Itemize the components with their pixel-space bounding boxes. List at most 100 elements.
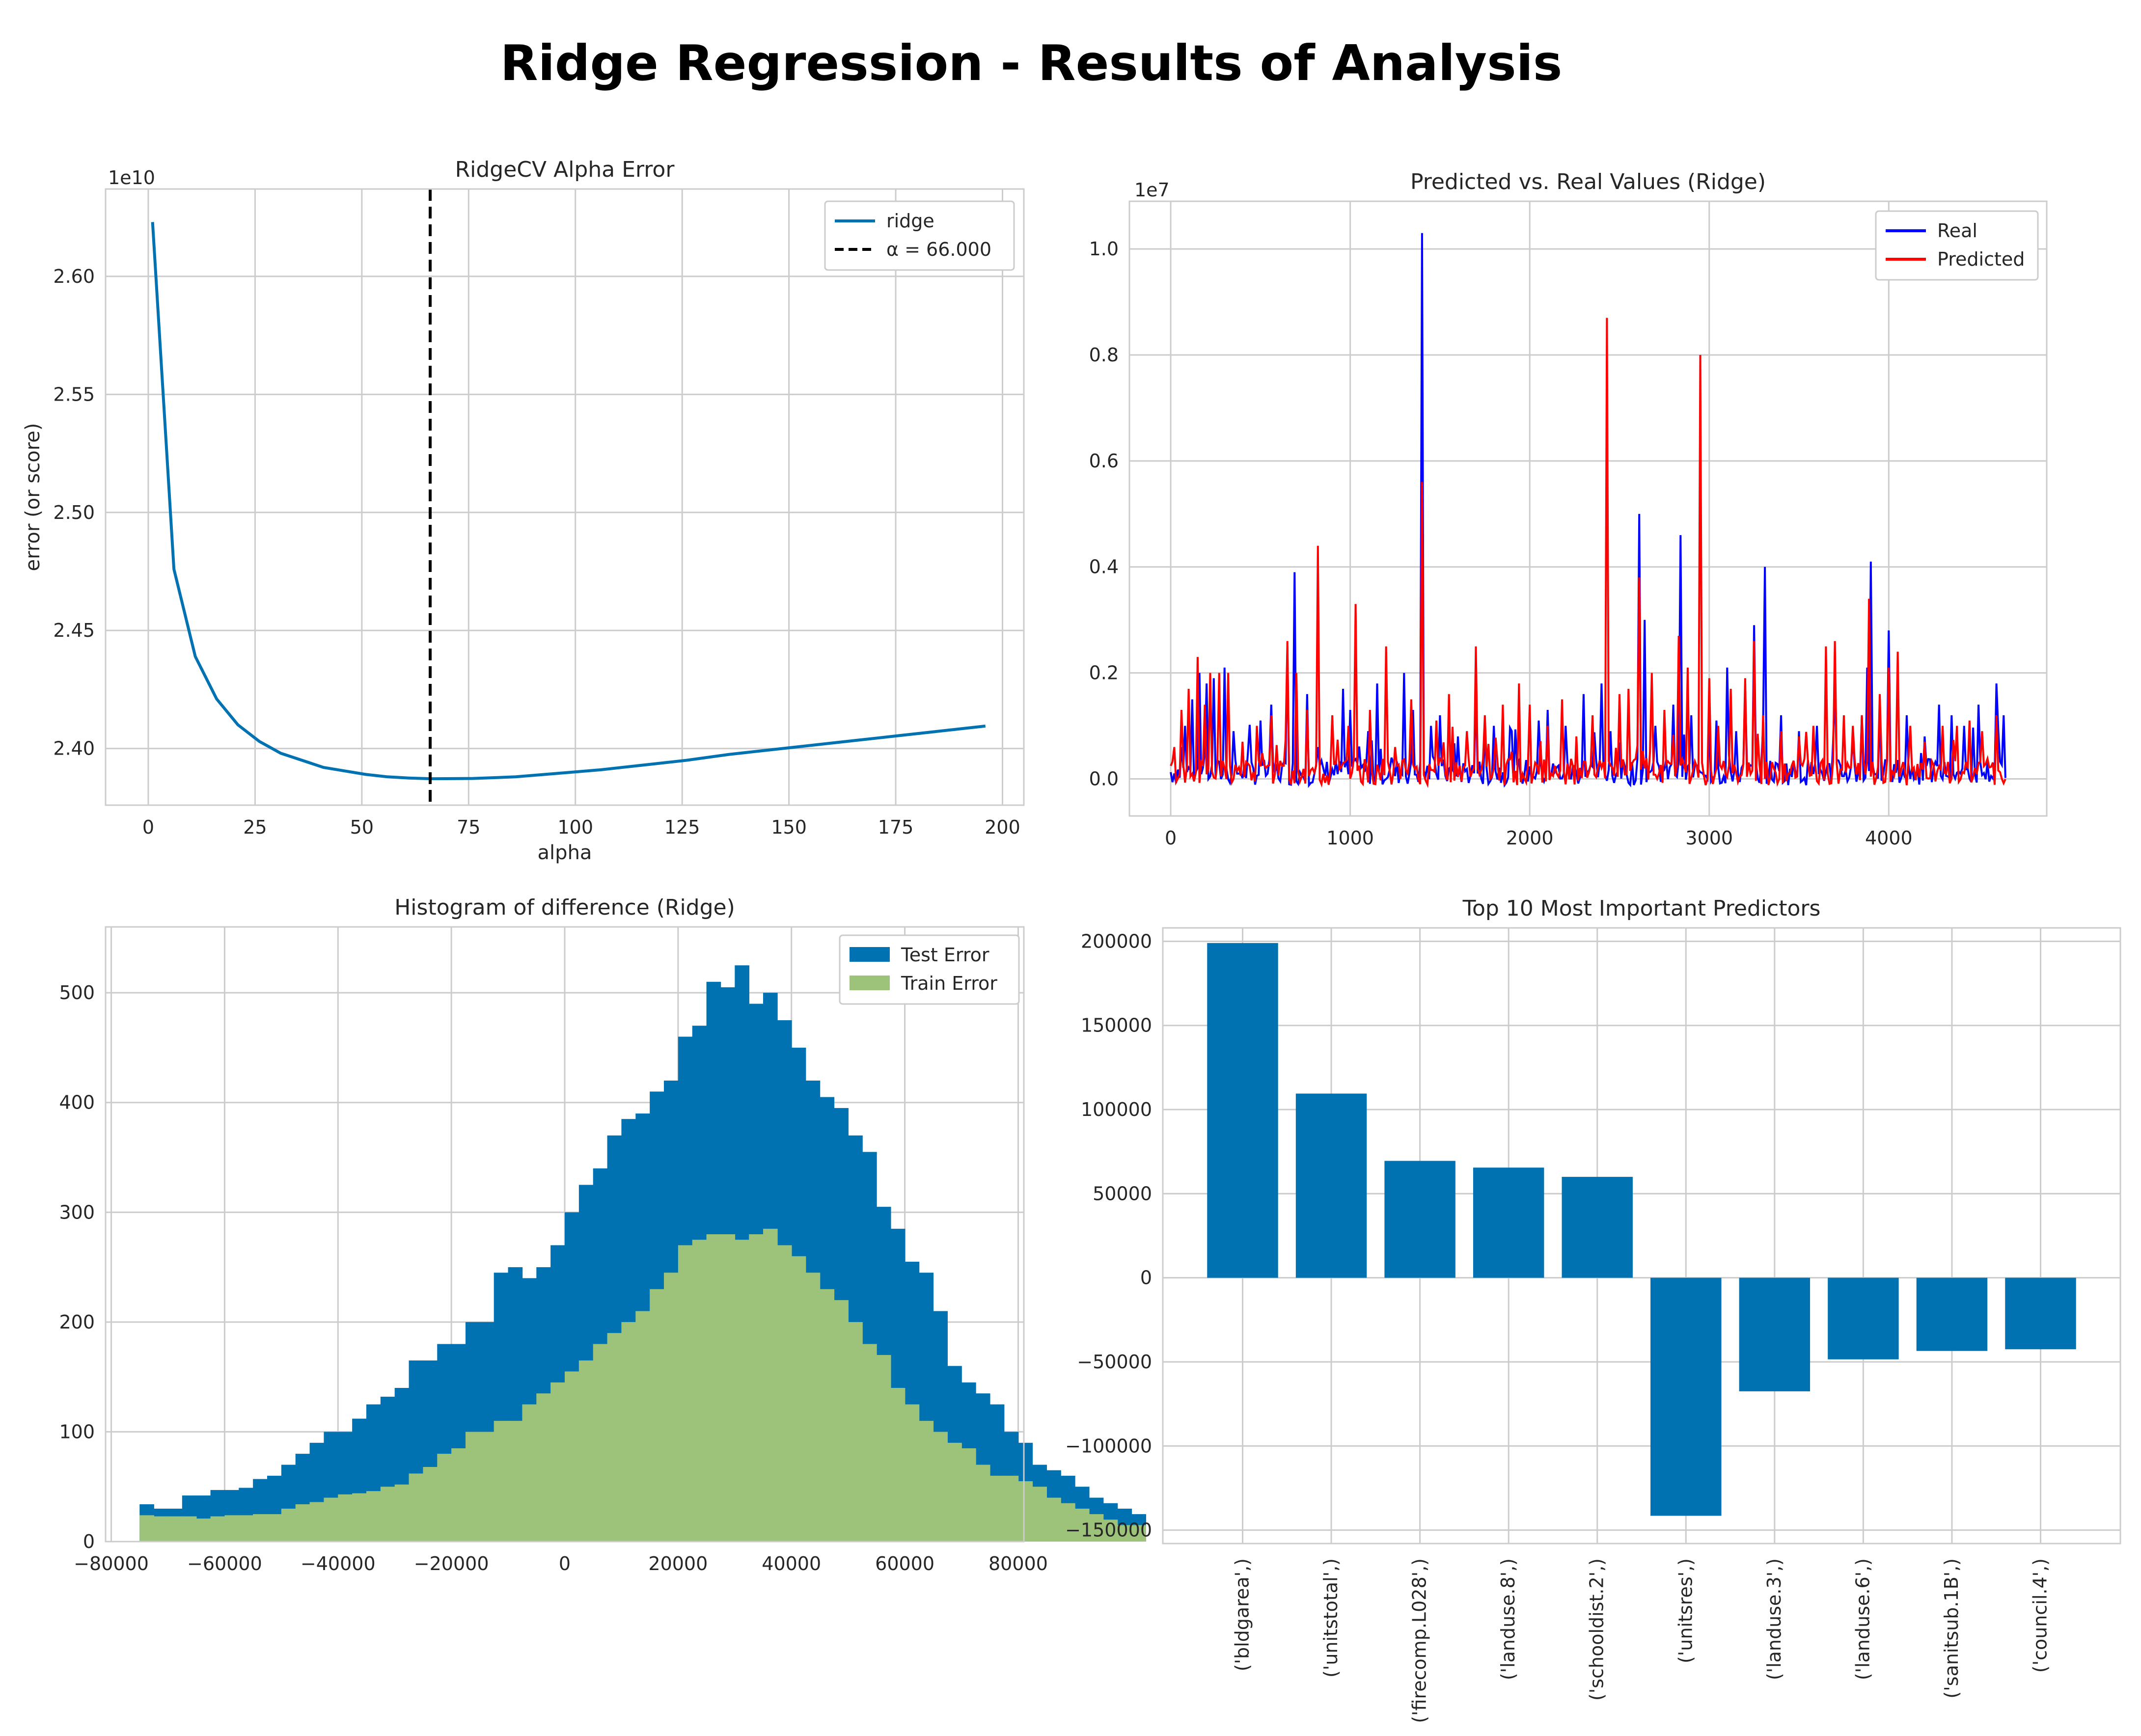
train-error-bar	[253, 1514, 268, 1542]
train-error-bar	[919, 1421, 934, 1542]
train-error-bar	[890, 1388, 906, 1542]
predictor-bar	[1207, 943, 1278, 1278]
y-tick-label: 0.8	[1089, 344, 1119, 366]
train-error-bar	[380, 1487, 395, 1542]
x-tick-label: ('council.4',)	[2030, 1558, 2051, 1673]
y-offset-label: 1e7	[1134, 179, 1170, 201]
legend-swatch	[850, 976, 890, 990]
plot-background	[1129, 201, 2047, 816]
x-tick-label: −20000	[414, 1553, 489, 1574]
x-tick-label: 150	[771, 816, 807, 838]
x-tick-label: 4000	[1865, 827, 1913, 849]
y-tick-label: 150000	[1081, 1015, 1152, 1036]
x-tick-label: 175	[878, 816, 914, 838]
x-axis-label: alpha	[538, 841, 592, 864]
train-error-bar	[536, 1393, 551, 1542]
y-tick-label: 0.0	[1089, 768, 1119, 789]
train-error-bar	[465, 1432, 480, 1542]
plot-frame	[105, 188, 1025, 806]
train-error-bar	[366, 1491, 381, 1542]
x-tick-label: 125	[664, 816, 700, 838]
train-error-bar	[905, 1404, 920, 1542]
x-tick-label: ('unitsres',)	[1674, 1558, 1696, 1663]
train-error-bar	[196, 1519, 211, 1542]
train-error-bar	[352, 1493, 367, 1542]
y-tick-label: 2.50	[53, 502, 95, 523]
train-error-bar	[550, 1382, 565, 1542]
train-error-bar	[820, 1289, 835, 1542]
x-tick-label: 50	[350, 816, 374, 838]
train-error-bar	[1032, 1487, 1047, 1542]
x-tick-label: ('schooldist.2',)	[1586, 1558, 1608, 1701]
y-offset-label: 1e10	[108, 167, 155, 189]
train-error-bar	[423, 1466, 438, 1542]
plot-frame	[1162, 927, 2121, 1545]
predictor-bar	[1295, 1093, 1367, 1278]
x-tick-label: 200	[985, 816, 1020, 838]
x-tick-label: ('firecomp.L028',)	[1409, 1558, 1430, 1723]
y-tick-label: −50000	[1077, 1351, 1152, 1373]
train-error-bar	[267, 1514, 282, 1542]
train-error-bar	[947, 1442, 962, 1542]
predictor-bar	[1739, 1277, 1811, 1391]
train-error-bar	[777, 1245, 792, 1542]
train-error-bar	[182, 1516, 197, 1542]
train-error-bar	[607, 1333, 622, 1542]
y-tick-label: 2.40	[53, 738, 95, 760]
x-tick-label: 40000	[762, 1553, 821, 1574]
y-tick-label: 100000	[1081, 1099, 1152, 1120]
train-error-bar	[494, 1421, 509, 1542]
x-tick-label: ('bldgarea',)	[1232, 1558, 1253, 1671]
train-error-bar	[1103, 1519, 1118, 1542]
train-error-bar	[451, 1448, 466, 1542]
chart-predicted-vs-real: 0 1000 2000 3000 4000 0.0 0.2 0.4 0.6 0.8 1.0 Predi…	[1089, 169, 2048, 849]
x-tick-label: ('landuse.3',)	[1763, 1558, 1785, 1680]
legend-label: α = 66.000	[886, 239, 991, 260]
x-tick-label: 0	[1165, 827, 1177, 849]
train-error-bar	[678, 1245, 693, 1542]
train-error-bar	[1004, 1475, 1019, 1542]
chart-title: Predicted vs. Real Values (Ridge)	[1410, 169, 1766, 194]
train-error-bar	[805, 1273, 821, 1542]
predictor-bar	[2005, 1277, 2076, 1350]
figure-title: Ridge Regression - Results of Analysis	[500, 34, 1563, 92]
train-error-bar	[961, 1448, 976, 1542]
predictor-bar	[1562, 1177, 1633, 1278]
train-error-bar	[635, 1311, 650, 1542]
y-axis-label: error (or score)	[22, 423, 44, 571]
predictor-bar	[1650, 1277, 1722, 1516]
train-error-bar	[324, 1497, 339, 1542]
y-tick-label: −150000	[1065, 1519, 1152, 1541]
train-error-bar	[522, 1404, 537, 1542]
x-tick-label: 1000	[1326, 827, 1374, 849]
train-error-bar	[975, 1465, 990, 1542]
train-error-bar	[664, 1273, 679, 1542]
x-tick-label: 100	[557, 816, 593, 838]
y-tick-label: 1.0	[1089, 238, 1119, 260]
train-error-bar	[593, 1344, 608, 1542]
predictor-bar	[1384, 1161, 1455, 1278]
train-error-bar	[154, 1516, 168, 1542]
train-error-bar	[479, 1432, 494, 1542]
y-tick-label: 100	[59, 1421, 95, 1442]
y-tick-label: 0.2	[1089, 662, 1119, 684]
chart-title: Top 10 Most Important Predictors	[1462, 896, 1821, 921]
train-error-bar	[720, 1234, 736, 1542]
x-tick-label: −60000	[187, 1553, 262, 1574]
x-tick-label: 0	[559, 1553, 571, 1574]
train-error-bar	[735, 1240, 749, 1542]
x-tick-label: 20000	[648, 1553, 708, 1574]
train-error-bar	[409, 1473, 424, 1542]
train-error-bar	[309, 1502, 325, 1542]
x-tick-label: 2000	[1506, 827, 1554, 849]
train-error-bar	[650, 1289, 664, 1542]
plot-frame	[105, 926, 1025, 1543]
train-error-bar	[706, 1234, 721, 1542]
y-tick-label: 2.55	[53, 383, 95, 405]
train-error-bar	[1061, 1503, 1075, 1542]
x-tick-label: −80000	[74, 1553, 149, 1574]
train-error-bar	[1089, 1514, 1104, 1542]
train-error-bar	[394, 1484, 410, 1542]
y-tick-label: 200	[59, 1311, 95, 1333]
